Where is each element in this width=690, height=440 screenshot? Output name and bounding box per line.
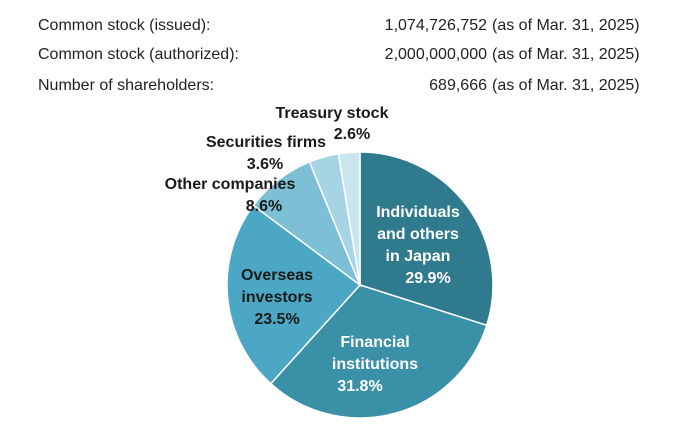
slice-label: Other companies bbox=[164, 176, 296, 193]
pie-slice bbox=[337, 151, 361, 286]
stat-label: Number of shareholders: bbox=[38, 77, 215, 94]
slice-value-label: 31.8% bbox=[337, 378, 383, 395]
stat-label: Common stock (authorized): bbox=[38, 46, 239, 63]
stat-note: (as of Mar. 31, 2025) bbox=[492, 46, 640, 63]
slice-value-label: 2.6% bbox=[333, 126, 371, 143]
slice-value-label: 3.6% bbox=[246, 156, 284, 173]
stat-note: (as of Mar. 31, 2025) bbox=[492, 17, 640, 34]
slice-value-label: 29.9% bbox=[405, 270, 451, 287]
slice-label: Financial institutions bbox=[331, 334, 419, 373]
slice-label: Treasury stock bbox=[275, 105, 389, 122]
pie-slice bbox=[359, 151, 494, 327]
slice-value-label: 23.5% bbox=[254, 311, 300, 328]
slice-label: Securities firms bbox=[205, 134, 327, 151]
pie-slice bbox=[269, 284, 488, 419]
pie-slice bbox=[226, 204, 362, 385]
stat-value: 2,000,000,000 bbox=[384, 46, 487, 63]
slice-label: Individuals and others in Japan bbox=[376, 204, 460, 265]
stat-value: 689,666 bbox=[429, 77, 487, 94]
stat-label: Common stock (issued): bbox=[38, 17, 211, 34]
slice-value-label: 8.6% bbox=[245, 198, 283, 215]
stat-value: 1,074,726,752 bbox=[384, 17, 487, 34]
slice-label: Overseas investors bbox=[240, 267, 314, 306]
stat-note: (as of Mar. 31, 2025) bbox=[492, 77, 640, 94]
